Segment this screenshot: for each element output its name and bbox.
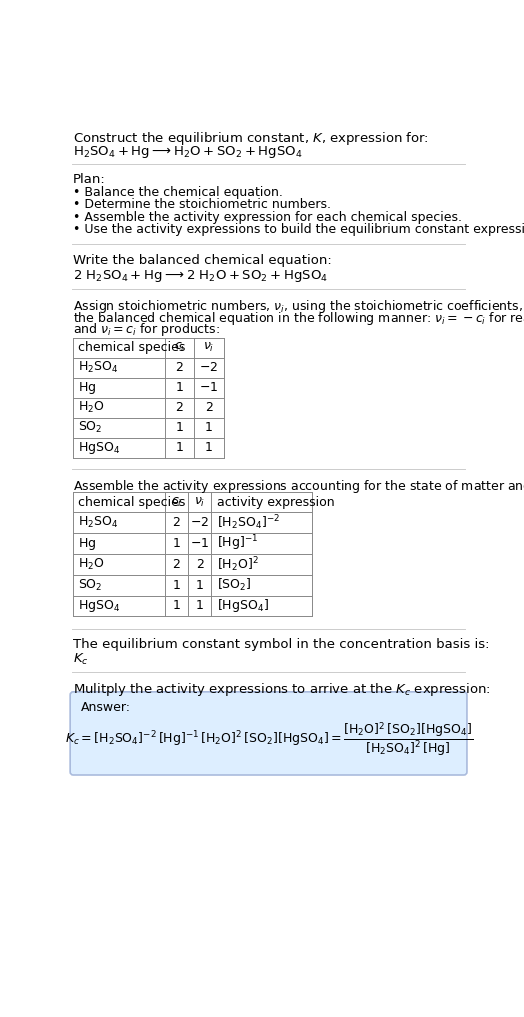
Text: $-1$: $-1$ (190, 537, 209, 550)
Text: $-2$: $-2$ (190, 517, 209, 529)
Text: 2: 2 (172, 558, 180, 571)
Text: • Determine the stoichiometric numbers.: • Determine the stoichiometric numbers. (73, 198, 331, 212)
Text: 2: 2 (176, 361, 183, 374)
Text: the balanced chemical equation in the following manner: $\nu_i = -c_i$ for react: the balanced chemical equation in the fo… (73, 310, 524, 326)
Text: 1: 1 (205, 441, 213, 455)
Text: 1: 1 (172, 579, 180, 592)
Text: 2: 2 (172, 517, 180, 529)
Text: $[\mathrm{H_2O}]^{2}$: $[\mathrm{H_2O}]^{2}$ (217, 555, 259, 574)
Text: 1: 1 (195, 579, 203, 592)
Text: $\mathrm{H_2O}$: $\mathrm{H_2O}$ (78, 400, 104, 415)
Text: $-1$: $-1$ (199, 381, 219, 395)
Text: chemical species: chemical species (78, 495, 185, 508)
Text: $-2$: $-2$ (199, 361, 219, 374)
Text: The equilibrium constant symbol in the concentration basis is:: The equilibrium constant symbol in the c… (73, 638, 490, 651)
Text: 1: 1 (176, 441, 183, 455)
Text: $\nu_i$: $\nu_i$ (203, 341, 214, 354)
Text: chemical species: chemical species (78, 341, 185, 354)
Text: Assign stoichiometric numbers, $\nu_i$, using the stoichiometric coefficients, $: Assign stoichiometric numbers, $\nu_i$, … (73, 298, 524, 315)
Text: $c_i$: $c_i$ (171, 495, 182, 508)
Text: $\mathrm{H_2SO_4 + Hg \longrightarrow H_2O + SO_2 + HgSO_4}$: $\mathrm{H_2SO_4 + Hg \longrightarrow H_… (73, 143, 303, 160)
Text: Answer:: Answer: (81, 701, 131, 714)
Text: $\mathrm{SO_2}$: $\mathrm{SO_2}$ (78, 420, 102, 435)
Text: $\mathrm{2\ H_2SO_4 + Hg \longrightarrow 2\ H_2O + SO_2 + HgSO_4}$: $\mathrm{2\ H_2SO_4 + Hg \longrightarrow… (73, 267, 328, 284)
Text: • Use the activity expressions to build the equilibrium constant expression.: • Use the activity expressions to build … (73, 223, 524, 236)
Text: • Assemble the activity expression for each chemical species.: • Assemble the activity expression for e… (73, 211, 462, 224)
Text: $\mathrm{HgSO_4}$: $\mathrm{HgSO_4}$ (78, 439, 120, 456)
Text: Write the balanced chemical equation:: Write the balanced chemical equation: (73, 253, 332, 266)
Text: $K_c$: $K_c$ (73, 652, 89, 667)
Text: $\mathrm{SO_2}$: $\mathrm{SO_2}$ (78, 578, 102, 593)
Text: $\mathrm{HgSO_4}$: $\mathrm{HgSO_4}$ (78, 598, 120, 614)
Text: and $\nu_i = c_i$ for products:: and $\nu_i = c_i$ for products: (73, 321, 220, 339)
Text: Mulitply the activity expressions to arrive at the $K_c$ expression:: Mulitply the activity expressions to arr… (73, 681, 491, 698)
Text: 1: 1 (195, 599, 203, 612)
Text: 2: 2 (205, 402, 213, 414)
Text: 1: 1 (172, 599, 180, 612)
FancyBboxPatch shape (70, 692, 467, 775)
Text: activity expression: activity expression (217, 495, 335, 508)
Text: Assemble the activity expressions accounting for the state of matter and $\nu_i$: Assemble the activity expressions accoun… (73, 478, 524, 495)
Text: $K_c = [\mathrm{H_2SO_4}]^{-2}\,[\mathrm{Hg}]^{-1}\,[\mathrm{H_2O}]^{2}\,[\mathr: $K_c = [\mathrm{H_2SO_4}]^{-2}\,[\mathrm… (64, 721, 473, 759)
Text: $\mathrm{Hg}$: $\mathrm{Hg}$ (78, 536, 96, 551)
Text: 1: 1 (176, 381, 183, 395)
Text: Construct the equilibrium constant, $K$, expression for:: Construct the equilibrium constant, $K$,… (73, 130, 429, 146)
Text: 1: 1 (176, 421, 183, 434)
Text: Plan:: Plan: (73, 173, 106, 186)
Text: 1: 1 (172, 537, 180, 550)
Text: • Balance the chemical equation.: • Balance the chemical equation. (73, 186, 283, 199)
Text: $[\mathrm{SO_2}]$: $[\mathrm{SO_2}]$ (217, 577, 252, 593)
Text: $[\mathrm{Hg}]^{-1}$: $[\mathrm{Hg}]^{-1}$ (217, 534, 259, 553)
Text: $[\mathrm{H_2SO_4}]^{-2}$: $[\mathrm{H_2SO_4}]^{-2}$ (217, 514, 280, 532)
Text: $[\mathrm{HgSO_4}]$: $[\mathrm{HgSO_4}]$ (217, 597, 269, 614)
Text: 1: 1 (205, 421, 213, 434)
Text: $\mathrm{H_2SO_4}$: $\mathrm{H_2SO_4}$ (78, 516, 118, 531)
Text: $\nu_i$: $\nu_i$ (194, 495, 205, 508)
Text: $\mathrm{H_2O}$: $\mathrm{H_2O}$ (78, 557, 104, 572)
Text: $c_i$: $c_i$ (174, 341, 185, 354)
Text: 2: 2 (176, 402, 183, 414)
Text: $\mathrm{Hg}$: $\mathrm{Hg}$ (78, 379, 96, 396)
Text: $\mathrm{H_2SO_4}$: $\mathrm{H_2SO_4}$ (78, 360, 118, 375)
Text: 2: 2 (195, 558, 203, 571)
